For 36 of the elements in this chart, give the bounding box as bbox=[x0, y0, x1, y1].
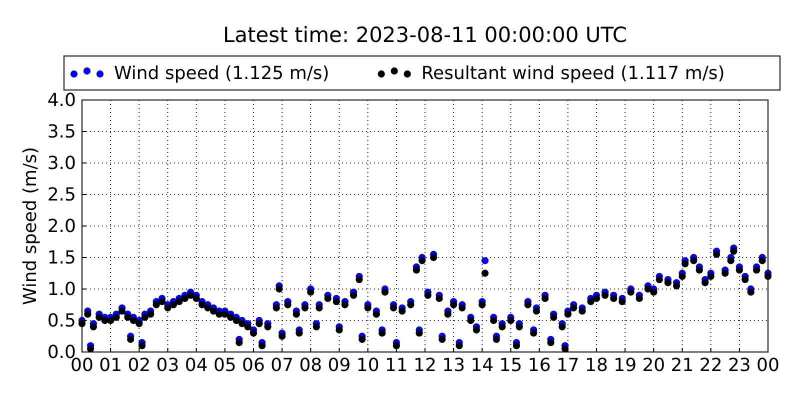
x-tick-label: 13 bbox=[442, 354, 466, 376]
x-tick-label: 19 bbox=[614, 354, 637, 376]
x-tick-label: 01 bbox=[99, 354, 122, 376]
x-tick-label: 09 bbox=[328, 354, 351, 376]
x-tick-label: 05 bbox=[213, 354, 236, 376]
x-tick-label: 07 bbox=[270, 354, 294, 376]
y-tick-label: 0.5 bbox=[47, 310, 76, 332]
x-tick-label: 10 bbox=[356, 354, 380, 376]
x-tick-label: 12 bbox=[414, 354, 436, 376]
x-tick-label: 21 bbox=[670, 354, 694, 376]
chart-title: Latest time: 2023-08-11 00:00:00 UTC bbox=[222, 23, 628, 47]
x-tick-label: 20 bbox=[642, 354, 666, 376]
y-tick-label: 2.5 bbox=[47, 184, 76, 206]
x-tick-label: 04 bbox=[184, 354, 208, 376]
x-tick-label: 11 bbox=[384, 354, 408, 376]
y-tick-label: 1.0 bbox=[47, 278, 76, 300]
legend-label: Resultant wind speed (1.117 m/s) bbox=[421, 63, 725, 84]
x-tick-label: 16 bbox=[528, 354, 551, 376]
x-tick-label: 15 bbox=[499, 354, 522, 376]
legend-label: Wind speed (1.125 m/s) bbox=[114, 63, 330, 84]
x-tick-label: 02 bbox=[128, 354, 151, 376]
x-tick-label: 08 bbox=[299, 354, 322, 376]
x-tick-label: 17 bbox=[556, 354, 580, 376]
y-axis-title: Wind speed (m/s) bbox=[20, 146, 41, 306]
y-tick-label: 1.5 bbox=[47, 247, 76, 268]
x-tick-label: 18 bbox=[585, 354, 608, 376]
x-tick-label: 14 bbox=[470, 354, 494, 376]
y-tick-label: 4.0 bbox=[47, 90, 76, 111]
x-tick-label: 23 bbox=[728, 354, 751, 376]
y-tick-label: 2.0 bbox=[47, 216, 76, 237]
x-tick-label: 03 bbox=[156, 354, 180, 376]
x-tick-label: 06 bbox=[242, 354, 265, 376]
x-tick-label: 00 bbox=[756, 354, 780, 376]
x-tick-label: 22 bbox=[699, 354, 722, 376]
y-tick-label: 3.0 bbox=[47, 152, 76, 174]
y-tick-label: 3.5 bbox=[47, 121, 76, 142]
